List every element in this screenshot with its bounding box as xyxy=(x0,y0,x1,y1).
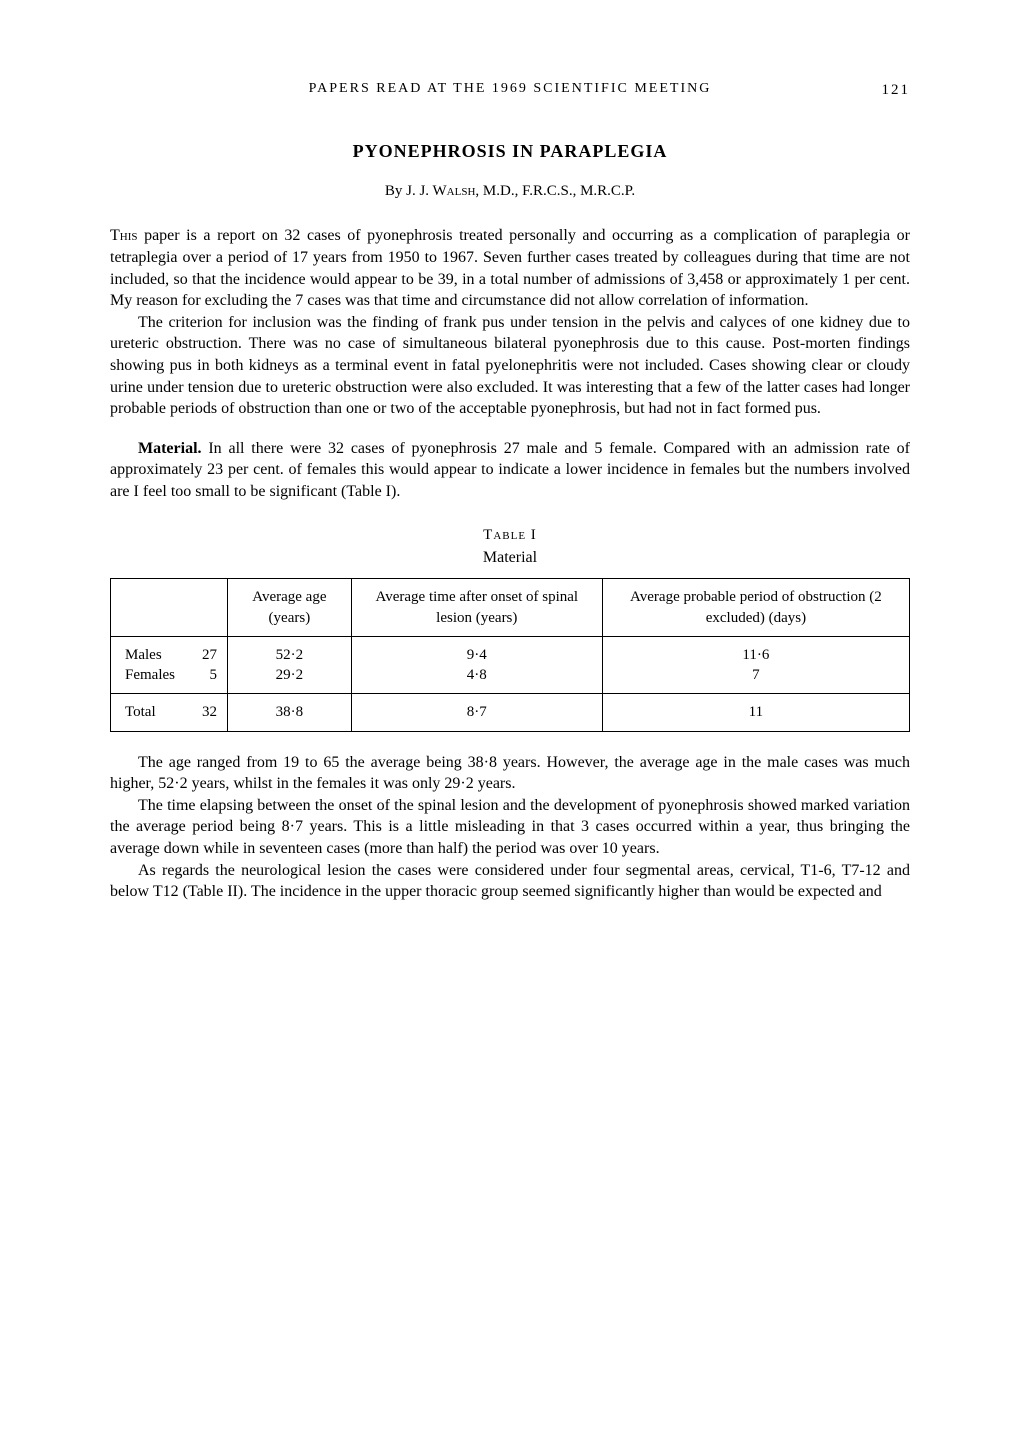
cell-obstruction-group: 11·6 7 xyxy=(602,636,909,694)
paper-title: PYONEPHROSIS IN PARAPLEGIA xyxy=(110,139,910,163)
cell-age-males: 52·2 xyxy=(238,645,341,665)
paragraph-1-rest: paper is a report on 32 cases of pyoneph… xyxy=(110,227,910,309)
page-number: 121 xyxy=(882,80,911,100)
row-label-females: Females xyxy=(125,665,175,685)
paragraph-1-lead: This xyxy=(110,227,138,244)
table-header-age: Average age (years) xyxy=(228,579,352,637)
table-1: Average age (years) Average time after o… xyxy=(110,578,910,731)
running-head: PAPERS READ AT THE 1969 SCIENTIFIC MEETI… xyxy=(110,80,910,99)
cell-onset-group: 9·4 4·8 xyxy=(351,636,602,694)
paragraph-5: The time elapsing between the onset of t… xyxy=(110,795,910,860)
table-1-subcaption: Material xyxy=(110,547,910,569)
byline-author: J. J. Walsh, xyxy=(406,183,479,199)
row-label-males: Males xyxy=(125,645,175,665)
cell-onset-females: 4·8 xyxy=(362,665,592,685)
cell-obstruction-females: 7 xyxy=(613,665,899,685)
table-total-row: Total 32 38·8 8·7 11 xyxy=(111,694,910,731)
table-header-onset: Average time after onset of spinal lesio… xyxy=(351,579,602,637)
total-onset: 8·7 xyxy=(351,694,602,731)
table-header-obstruction: Average probable period of obstruction (… xyxy=(602,579,909,637)
byline: By J. J. Walsh, M.D., F.R.C.S., M.R.C.P. xyxy=(110,181,910,201)
material-label: Material. xyxy=(138,440,202,457)
total-n: 32 xyxy=(193,702,217,722)
table-total-label: Total 32 xyxy=(111,694,228,731)
total-label: Total xyxy=(125,702,156,722)
paragraph-1: This paper is a report on 32 cases of py… xyxy=(110,225,910,311)
table-header-blank xyxy=(111,579,228,637)
row-n-males: 27 xyxy=(193,645,217,665)
table-row-labels: Males Females 27 5 xyxy=(111,636,228,694)
total-obstruction: 11 xyxy=(602,694,909,731)
paragraph-2: The criterion for inclusion was the find… xyxy=(110,312,910,420)
table-header-row: Average age (years) Average time after o… xyxy=(111,579,910,637)
paragraph-3-rest: In all there were 32 cases of pyonephros… xyxy=(110,440,910,500)
cell-age-females: 29·2 xyxy=(238,665,341,685)
cell-obstruction-males: 11·6 xyxy=(613,645,899,665)
byline-credentials: M.D., F.R.C.S., M.R.C.P. xyxy=(479,183,635,199)
cell-age-group: 52·2 29·2 xyxy=(228,636,352,694)
row-n-females: 5 xyxy=(193,665,217,685)
paragraph-3: Material. In all there were 32 cases of … xyxy=(110,438,910,503)
cell-onset-males: 9·4 xyxy=(362,645,592,665)
running-head-text: PAPERS READ AT THE 1969 SCIENTIFIC MEETI… xyxy=(309,81,712,96)
byline-by: By xyxy=(385,183,406,199)
paragraph-4: The age ranged from 19 to 65 the average… xyxy=(110,752,910,795)
paragraph-6: As regards the neurological lesion the c… xyxy=(110,860,910,903)
total-age: 38·8 xyxy=(228,694,352,731)
table-1-caption: Table I xyxy=(110,525,910,545)
